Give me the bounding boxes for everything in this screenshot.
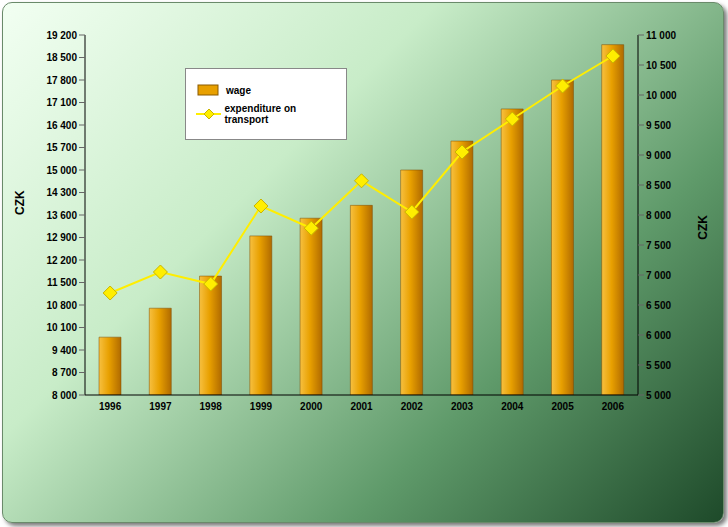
svg-text:CZK: CZK [13,190,27,215]
svg-text:17 100: 17 100 [46,97,77,108]
svg-text:17 800: 17 800 [46,75,77,86]
svg-text:2003: 2003 [451,401,474,412]
svg-text:5 500: 5 500 [646,360,671,371]
html-text:wage: wage [226,84,251,96]
svg-text:2001: 2001 [350,401,373,412]
svg-text:6 500: 6 500 [646,300,671,311]
svg-text:10 500: 10 500 [646,60,677,71]
svg-text:2004: 2004 [501,401,524,412]
svg-text:5 000: 5 000 [646,390,671,401]
svg-text:7 500: 7 500 [646,240,671,251]
svg-text:1997: 1997 [149,401,172,412]
svg-text:2005: 2005 [551,401,574,412]
svg-text:7 000: 7 000 [646,270,671,281]
svg-text:16 400: 16 400 [46,120,77,131]
svg-text:9 000: 9 000 [646,150,671,161]
svg-text:15 000: 15 000 [46,165,77,176]
svg-text:1996: 1996 [99,401,122,412]
svg-text:1999: 1999 [250,401,273,412]
svg-text:10 000: 10 000 [646,90,677,101]
svg-text:8 500: 8 500 [646,180,671,191]
svg-text:12 900: 12 900 [46,232,77,243]
svg-text:2002: 2002 [401,401,424,412]
svg-text:1998: 1998 [200,401,223,412]
svg-text:9 400: 9 400 [52,345,77,356]
svg-text:13 600: 13 600 [46,210,77,221]
svg-text:11 500: 11 500 [47,277,77,288]
svg-text:19 200: 19 200 [46,30,77,41]
svg-text:11 000: 11 000 [646,30,676,41]
svg-text:2006: 2006 [602,401,625,412]
svg-text:18 500: 18 500 [46,52,77,63]
svg-text:10 100: 10 100 [46,322,77,333]
svg-text:10 800: 10 800 [46,300,77,311]
svg-text:9 500: 9 500 [646,120,671,131]
svg-text:8 000: 8 000 [52,390,77,401]
svg-text:CZK: CZK [696,215,710,240]
svg-text:12 200: 12 200 [46,255,77,266]
svg-text:2000: 2000 [300,401,323,412]
svg-text:6 000: 6 000 [646,330,671,341]
html-text:expenditure on transport: expenditure on transport [224,103,297,125]
svg-text:8 700: 8 700 [52,367,77,378]
svg-text:8 000: 8 000 [646,210,671,221]
svg-text:15 700: 15 700 [46,142,77,153]
svg-text:14 300: 14 300 [46,187,77,198]
